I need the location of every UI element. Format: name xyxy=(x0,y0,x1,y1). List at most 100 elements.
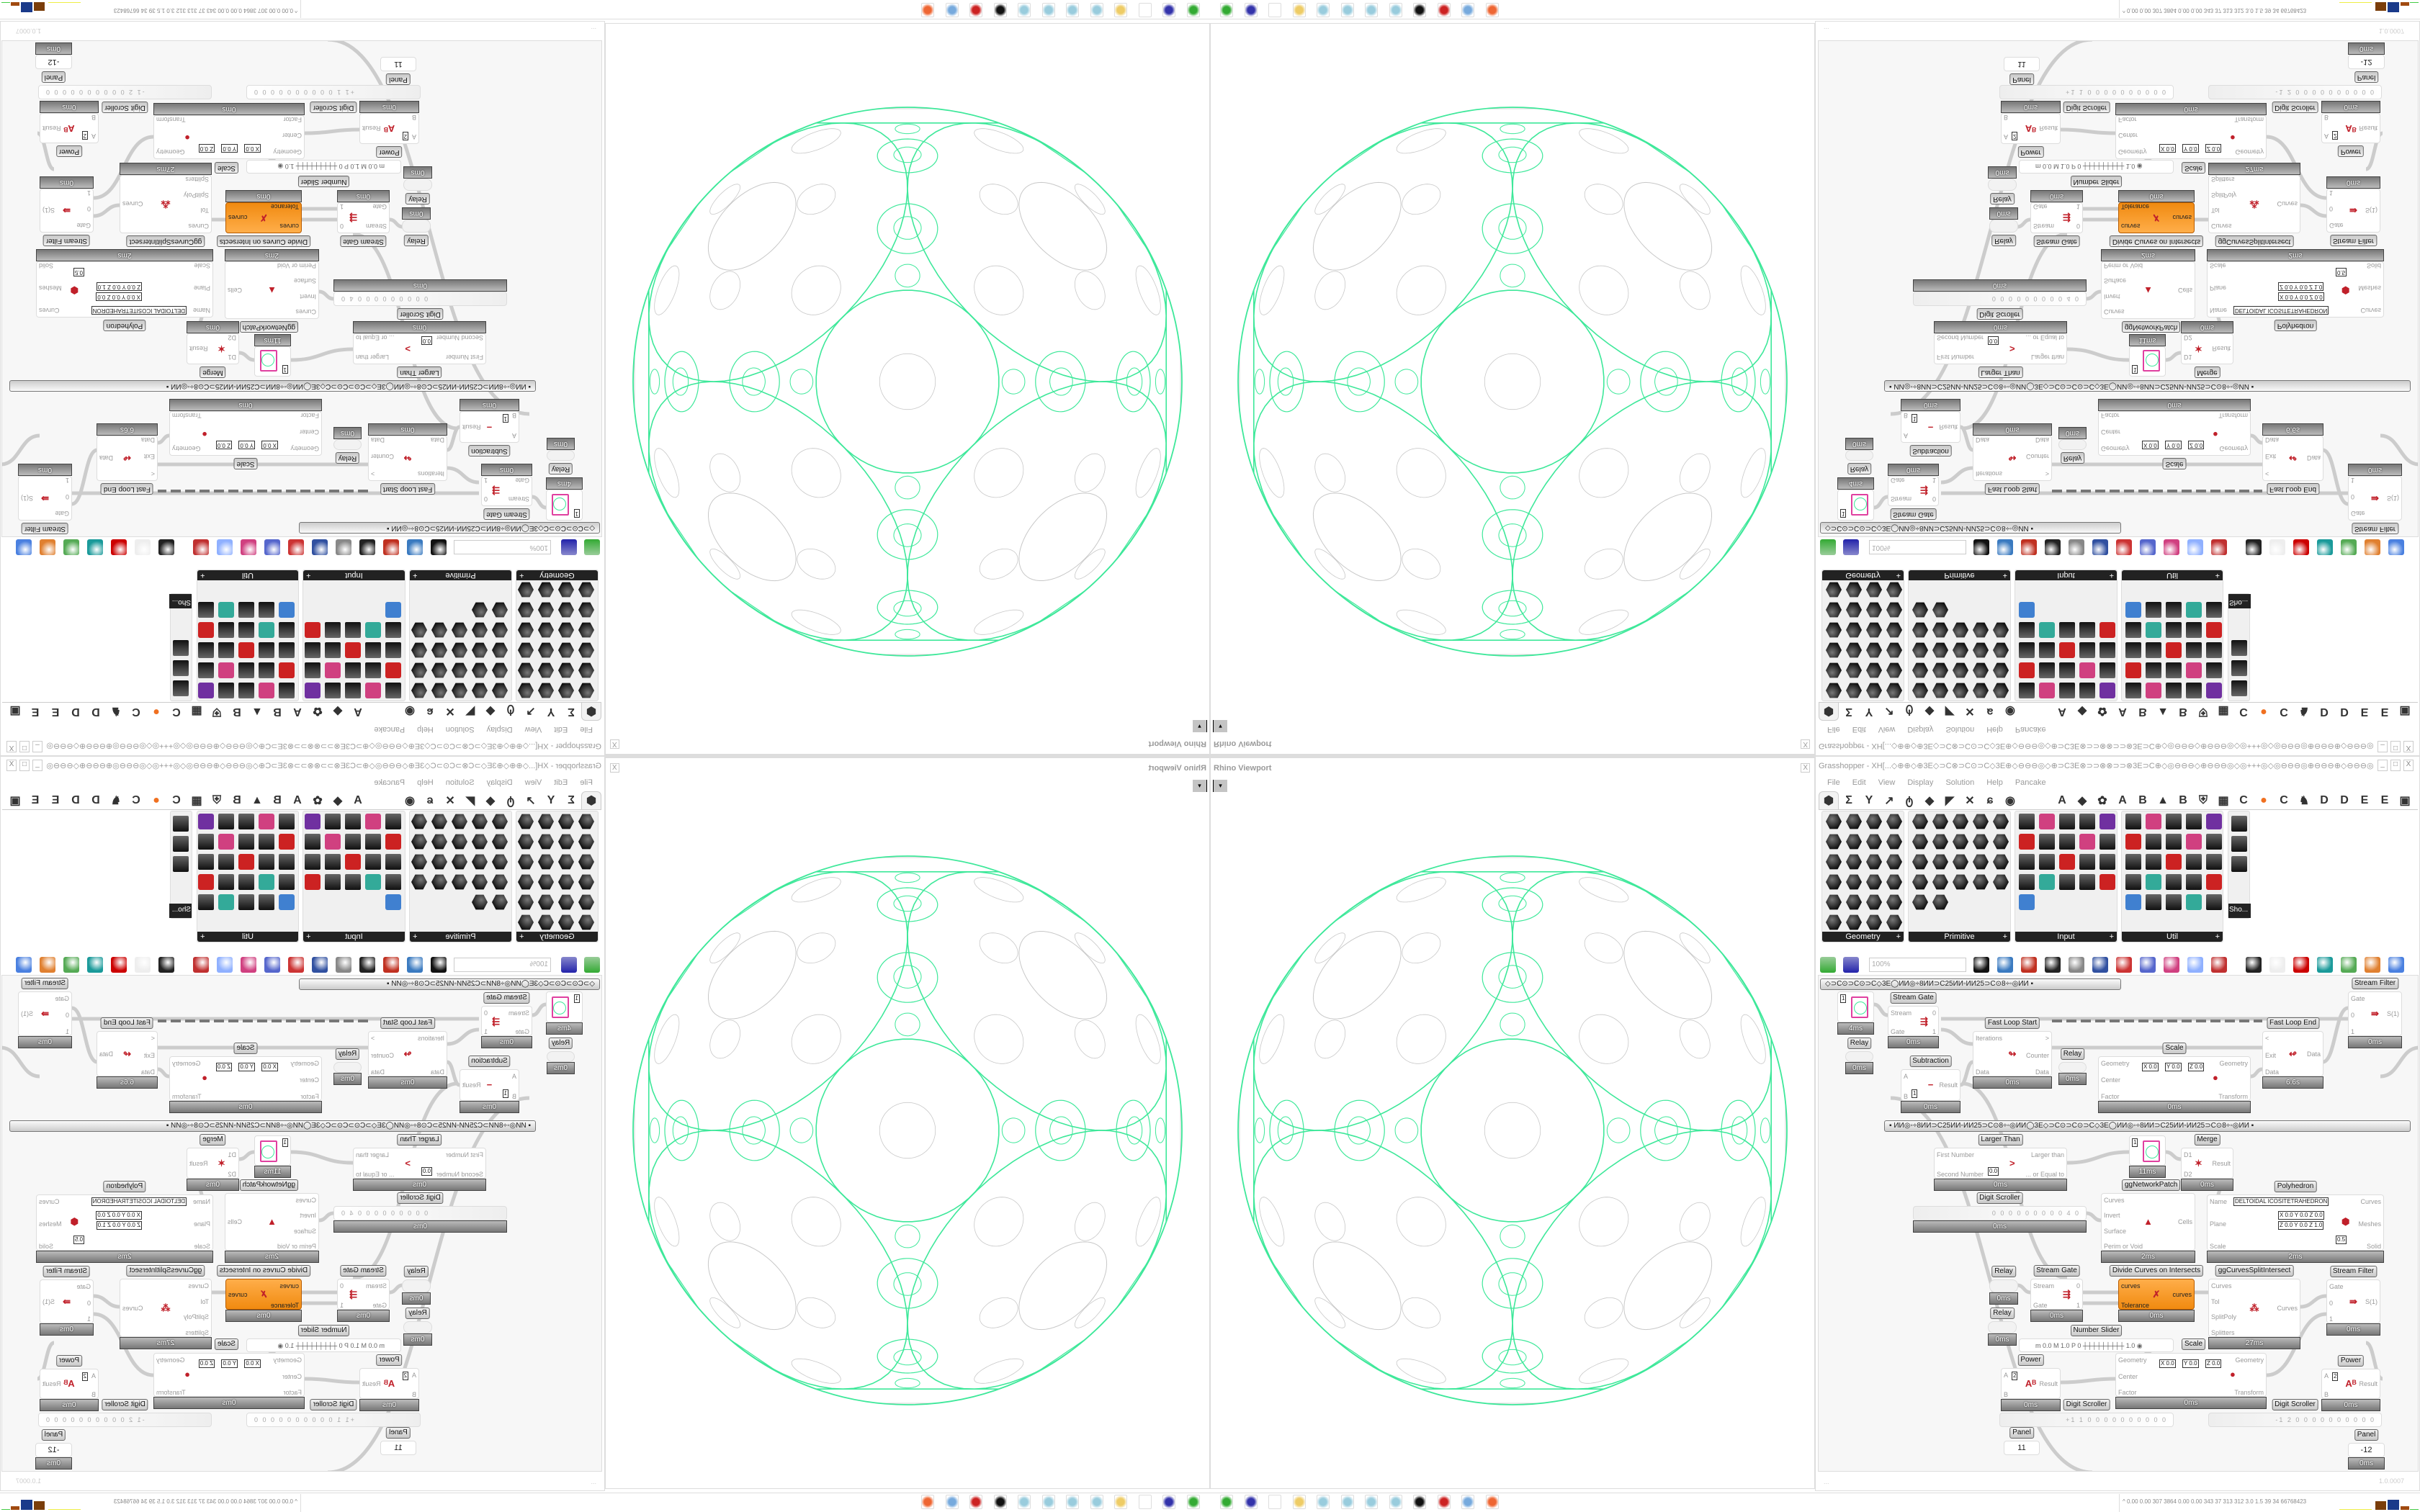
component-label[interactable]: Relay xyxy=(548,463,573,474)
component-label[interactable]: Merge xyxy=(2194,1134,2220,1146)
component-label[interactable]: Power xyxy=(376,146,403,158)
output-param[interactable]: > xyxy=(2045,1035,2049,1042)
component-icon[interactable] xyxy=(558,874,574,890)
component-icon[interactable] xyxy=(365,622,381,638)
input-param[interactable]: Factor xyxy=(2101,412,2120,419)
output-param[interactable]: Larger than xyxy=(356,1151,390,1158)
component-icon[interactable] xyxy=(538,914,554,930)
param-value[interactable]: 1 xyxy=(502,1089,508,1098)
palette-label[interactable]: Primitive + xyxy=(410,932,511,942)
component-icon[interactable] xyxy=(345,854,361,870)
tab-icon[interactable]: B xyxy=(2179,706,2187,719)
component-number-slider[interactable]: m 0.0 M 1.0 P 0 ┼┼┼┼┼┼┼┼┼ 1.0 ◉ xyxy=(246,160,401,174)
menu-pancake[interactable]: Pancake xyxy=(374,725,405,734)
zoom-field[interactable]: 100% xyxy=(1869,540,1966,554)
component-stream-filter-a[interactable]: Gate 0 1 S(1) ⇛ xyxy=(18,476,72,521)
output-param[interactable]: Cells xyxy=(228,1218,243,1225)
component-label[interactable]: Scale xyxy=(2182,1338,2206,1350)
tab-icon[interactable]: ● xyxy=(2260,793,2267,806)
calculator-icon[interactable] xyxy=(946,1495,959,1509)
component-icon[interactable] xyxy=(2206,894,2222,910)
component-icon[interactable] xyxy=(578,854,594,870)
component-icon[interactable] xyxy=(1866,582,1882,598)
component-icon[interactable] xyxy=(1932,874,1948,890)
component-icon[interactable] xyxy=(279,683,295,698)
scroller-digits[interactable]: +1 1 0 0 0 0 0 0 0 0 0 0 xyxy=(2066,1416,2167,1423)
component-icon[interactable] xyxy=(2125,894,2141,910)
menu-file[interactable]: File xyxy=(580,778,593,787)
scroller-digits[interactable]: -1 2 0 0 0 0 0 0 0 0 0 0 xyxy=(45,89,145,96)
component-label[interactable]: Relay xyxy=(335,1048,360,1060)
expand-icon[interactable]: + xyxy=(2109,932,2114,941)
component-relay-c[interactable] xyxy=(1989,1279,2018,1292)
component-icon[interactable] xyxy=(238,622,254,638)
component-icon[interactable] xyxy=(2166,602,2182,618)
component-icon[interactable] xyxy=(1826,642,1842,658)
input-param[interactable]: Center xyxy=(282,132,302,140)
expand-icon[interactable]: + xyxy=(413,932,418,941)
component-scale-a[interactable]: Geometry Center Factor Geometry Transform ● X … xyxy=(169,411,322,456)
close-button[interactable]: X xyxy=(6,760,17,771)
output-param[interactable]: curves xyxy=(2172,214,2192,222)
component-label[interactable]: Stream Gate xyxy=(1890,508,1937,520)
component-icon[interactable] xyxy=(472,642,488,658)
input-param[interactable]: Gate xyxy=(515,477,529,484)
component-icon[interactable] xyxy=(558,814,574,829)
component-icon[interactable] xyxy=(1846,854,1862,870)
component-icon[interactable] xyxy=(1886,854,1902,870)
minimize-button[interactable]: _ xyxy=(32,741,42,752)
wireframe-icon[interactable] xyxy=(135,957,151,973)
component-label[interactable]: Relay xyxy=(405,1308,430,1319)
component-icon[interactable] xyxy=(452,854,467,870)
component-icon[interactable] xyxy=(472,874,488,890)
param-value[interactable]: 2 xyxy=(2332,131,2339,140)
tab-icon[interactable]: ▲ xyxy=(251,793,263,806)
component-icon[interactable] xyxy=(1973,854,1989,870)
component-icon[interactable] xyxy=(2019,642,2035,658)
component-icon[interactable] xyxy=(2079,662,2095,678)
component-icon[interactable] xyxy=(1826,602,1842,618)
close-button[interactable]: X xyxy=(2403,760,2414,771)
param-value[interactable]: Z 0.0 Y 0.0 Z 1.0 xyxy=(96,1221,142,1230)
input-param[interactable]: Geometry xyxy=(273,1356,302,1364)
output-param[interactable]: Transform xyxy=(156,116,186,123)
input-param[interactable]: D2 xyxy=(2184,334,2192,341)
component-panel-circle-a[interactable]: 1 xyxy=(1837,490,1874,521)
teal-icon[interactable] xyxy=(2317,539,2333,555)
tab-icon[interactable]: D xyxy=(91,793,100,806)
component-icon[interactable] xyxy=(345,834,361,850)
component-icon[interactable] xyxy=(411,874,427,890)
tab-icon[interactable]: ⛨ xyxy=(212,793,222,806)
scroller-digits[interactable]: -1 2 0 0 0 0 0 0 0 0 0 0 xyxy=(2275,89,2375,96)
calculator-icon[interactable] xyxy=(1461,3,1474,17)
package-icon[interactable] xyxy=(241,957,256,973)
component-icon[interactable] xyxy=(2125,874,2141,890)
component-power-b[interactable]: A B Result Aᴮ 2 xyxy=(40,1369,99,1399)
tab-icon[interactable]: ⬢ xyxy=(1819,702,1839,721)
component-panel-a[interactable]: 11 xyxy=(380,1441,416,1455)
component-icon[interactable] xyxy=(578,622,594,638)
input-param[interactable]: Data xyxy=(140,436,155,444)
component-polyhedron[interactable]: Name Plane Scale Curves Meshes Solid ⬢ DELTOIDA… xyxy=(2207,261,2384,318)
component-icon[interactable] xyxy=(1953,854,1968,870)
component-icon[interactable] xyxy=(1826,854,1842,870)
component-scale-b[interactable]: Geometry Center Factor Geometry Transform ● X … xyxy=(153,1353,305,1397)
gha-icon[interactable] xyxy=(2092,957,2108,973)
folder-icon[interactable] xyxy=(1292,1495,1306,1509)
param-value[interactable]: X 0.0 Y 0.0 Z 0.0 xyxy=(96,1211,142,1220)
component-icon[interactable] xyxy=(2146,854,2161,870)
component-label[interactable]: Digit Scroller xyxy=(102,102,148,113)
input-param[interactable]: Gate xyxy=(2033,203,2048,210)
input-param[interactable]: Plane xyxy=(2210,284,2227,292)
component-relay-a[interactable] xyxy=(1845,1051,1873,1062)
component-icon[interactable] xyxy=(198,642,214,658)
component-icon[interactable] xyxy=(1993,854,2009,870)
param-value[interactable]: Z 0.0 xyxy=(2205,1359,2222,1368)
component-fast-loop-end[interactable]: < Exit Data Data ↫ xyxy=(97,1031,158,1076)
expand-icon[interactable]: + xyxy=(2215,932,2220,941)
component-label[interactable]: Panel xyxy=(41,71,66,83)
email-icon[interactable] xyxy=(2069,539,2084,555)
notepad-icon[interactable] xyxy=(1389,1495,1402,1509)
input-param[interactable]: Plane xyxy=(193,284,210,292)
output-param[interactable]: Result xyxy=(189,345,208,353)
